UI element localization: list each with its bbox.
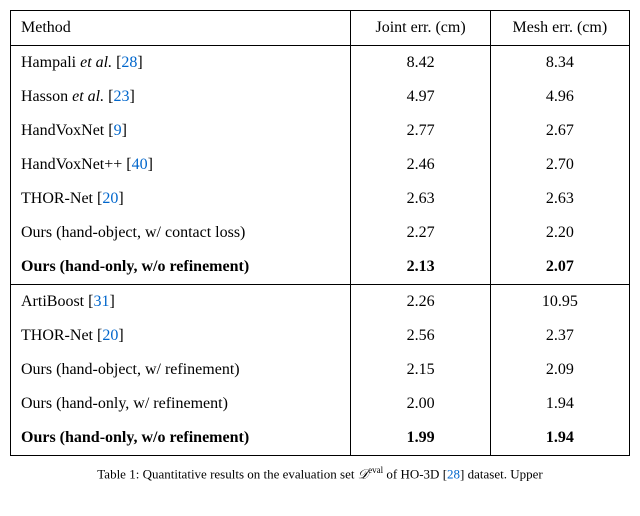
table-row: ArtiBoost [31]2.2610.95	[11, 285, 630, 320]
table-row: Ours (hand-object, w/ contact loss) 2.272…	[11, 216, 630, 250]
table-caption: Table 1: Quantitative results on the eva…	[10, 464, 630, 484]
method-name: Ours (hand-object, w/ refinement)	[21, 361, 240, 378]
joint-err-cell: 2.15	[351, 353, 490, 387]
method-name: ArtiBoost	[21, 293, 88, 310]
method-cell: Ours (hand-object, w/ contact loss)	[11, 216, 351, 250]
caption-cite[interactable]: 28	[447, 466, 460, 481]
citation-link[interactable]: 23	[113, 88, 129, 105]
method-name: HandVoxNet	[21, 122, 108, 139]
citation-link[interactable]: 28	[121, 54, 137, 71]
joint-err-cell: 8.42	[351, 46, 490, 81]
results-table: Method Joint err. (cm) Mesh err. (cm) Ha…	[10, 10, 630, 456]
mesh-err-cell: 8.34	[490, 46, 629, 81]
results-table-container: Method Joint err. (cm) Mesh err. (cm) Ha…	[10, 10, 630, 484]
col-header-mesh: Mesh err. (cm)	[490, 11, 629, 46]
method-cell: Ours (hand-object, w/ refinement)	[11, 353, 351, 387]
table-group-lower: ArtiBoost [31]2.2610.95THOR-Net [20]2.56…	[11, 285, 630, 456]
method-cell: Ours (hand-only, w/o refinement)	[11, 421, 351, 456]
citation-link[interactable]: 20	[102, 327, 118, 344]
caption-label: Table 1:	[97, 466, 139, 481]
table-row: Ours (hand-only, w/o refinement) 1.991.94	[11, 421, 630, 456]
method-name: Hasson	[21, 88, 72, 105]
method-cell: Hasson et al. [23]	[11, 80, 351, 114]
joint-err-cell: 2.63	[351, 182, 490, 216]
table-row: HandVoxNet [9]2.772.67	[11, 114, 630, 148]
table-header-row: Method Joint err. (cm) Mesh err. (cm)	[11, 11, 630, 46]
joint-err-cell: 2.00	[351, 387, 490, 421]
table-row: Ours (hand-only, w/ refinement) 2.001.94	[11, 387, 630, 421]
joint-err-cell: 2.77	[351, 114, 490, 148]
method-cell: THOR-Net [20]	[11, 319, 351, 353]
table-group-upper: Hampali et al. [28]8.428.34Hasson et al.…	[11, 46, 630, 285]
mesh-err-cell: 2.67	[490, 114, 629, 148]
table-row: THOR-Net [20]2.632.63	[11, 182, 630, 216]
joint-err-cell: 1.99	[351, 421, 490, 456]
method-cell: Ours (hand-only, w/o refinement)	[11, 250, 351, 285]
col-header-joint: Joint err. (cm)	[351, 11, 490, 46]
citation-link[interactable]: 40	[132, 156, 148, 173]
citation-link[interactable]: 9	[114, 122, 122, 139]
table-row: Ours (hand-only, w/o refinement) 2.132.07	[11, 250, 630, 285]
mesh-err-cell: 2.37	[490, 319, 629, 353]
mesh-err-cell: 2.63	[490, 182, 629, 216]
method-name: Ours (hand-only, w/o refinement)	[21, 429, 249, 446]
mesh-err-cell: 2.09	[490, 353, 629, 387]
method-name: HandVoxNet++	[21, 156, 126, 173]
joint-err-cell: 2.46	[351, 148, 490, 182]
citation-link[interactable]: 20	[102, 190, 118, 207]
caption-sup: eval	[368, 465, 383, 475]
mesh-err-cell: 1.94	[490, 421, 629, 456]
mesh-err-cell: 4.96	[490, 80, 629, 114]
joint-err-cell: 2.26	[351, 285, 490, 320]
method-cell: ArtiBoost [31]	[11, 285, 351, 320]
method-cell: THOR-Net [20]	[11, 182, 351, 216]
method-etal: et al.	[80, 54, 112, 71]
caption-symbol: 𝒟	[358, 466, 368, 481]
mesh-err-cell: 2.20	[490, 216, 629, 250]
method-name: Ours (hand-object, w/ contact loss)	[21, 224, 245, 241]
caption-text-post: dataset. Upper	[464, 466, 542, 481]
mesh-err-cell: 2.70	[490, 148, 629, 182]
joint-err-cell: 4.97	[351, 80, 490, 114]
method-cell: HandVoxNet++ [40]	[11, 148, 351, 182]
table-row: THOR-Net [20]2.562.37	[11, 319, 630, 353]
joint-err-cell: 2.56	[351, 319, 490, 353]
caption-text-pre: Quantitative results on the evaluation s…	[143, 466, 358, 481]
col-header-method: Method	[11, 11, 351, 46]
method-name: THOR-Net	[21, 190, 97, 207]
table-row: HandVoxNet++ [40]2.462.70	[11, 148, 630, 182]
method-name: Ours (hand-only, w/o refinement)	[21, 258, 249, 275]
method-name: Hampali	[21, 54, 80, 71]
table-row: Ours (hand-object, w/ refinement) 2.152.0…	[11, 353, 630, 387]
method-name: THOR-Net	[21, 327, 97, 344]
method-cell: Ours (hand-only, w/ refinement)	[11, 387, 351, 421]
joint-err-cell: 2.27	[351, 216, 490, 250]
method-cell: HandVoxNet [9]	[11, 114, 351, 148]
mesh-err-cell: 10.95	[490, 285, 629, 320]
caption-text-mid: of HO-3D	[383, 466, 443, 481]
table-row: Hampali et al. [28]8.428.34	[11, 46, 630, 81]
method-name: Ours (hand-only, w/ refinement)	[21, 395, 228, 412]
joint-err-cell: 2.13	[351, 250, 490, 285]
mesh-err-cell: 1.94	[490, 387, 629, 421]
citation-link[interactable]: 31	[93, 293, 109, 310]
method-etal: et al.	[72, 88, 104, 105]
method-cell: Hampali et al. [28]	[11, 46, 351, 81]
table-row: Hasson et al. [23]4.974.96	[11, 80, 630, 114]
mesh-err-cell: 2.07	[490, 250, 629, 285]
